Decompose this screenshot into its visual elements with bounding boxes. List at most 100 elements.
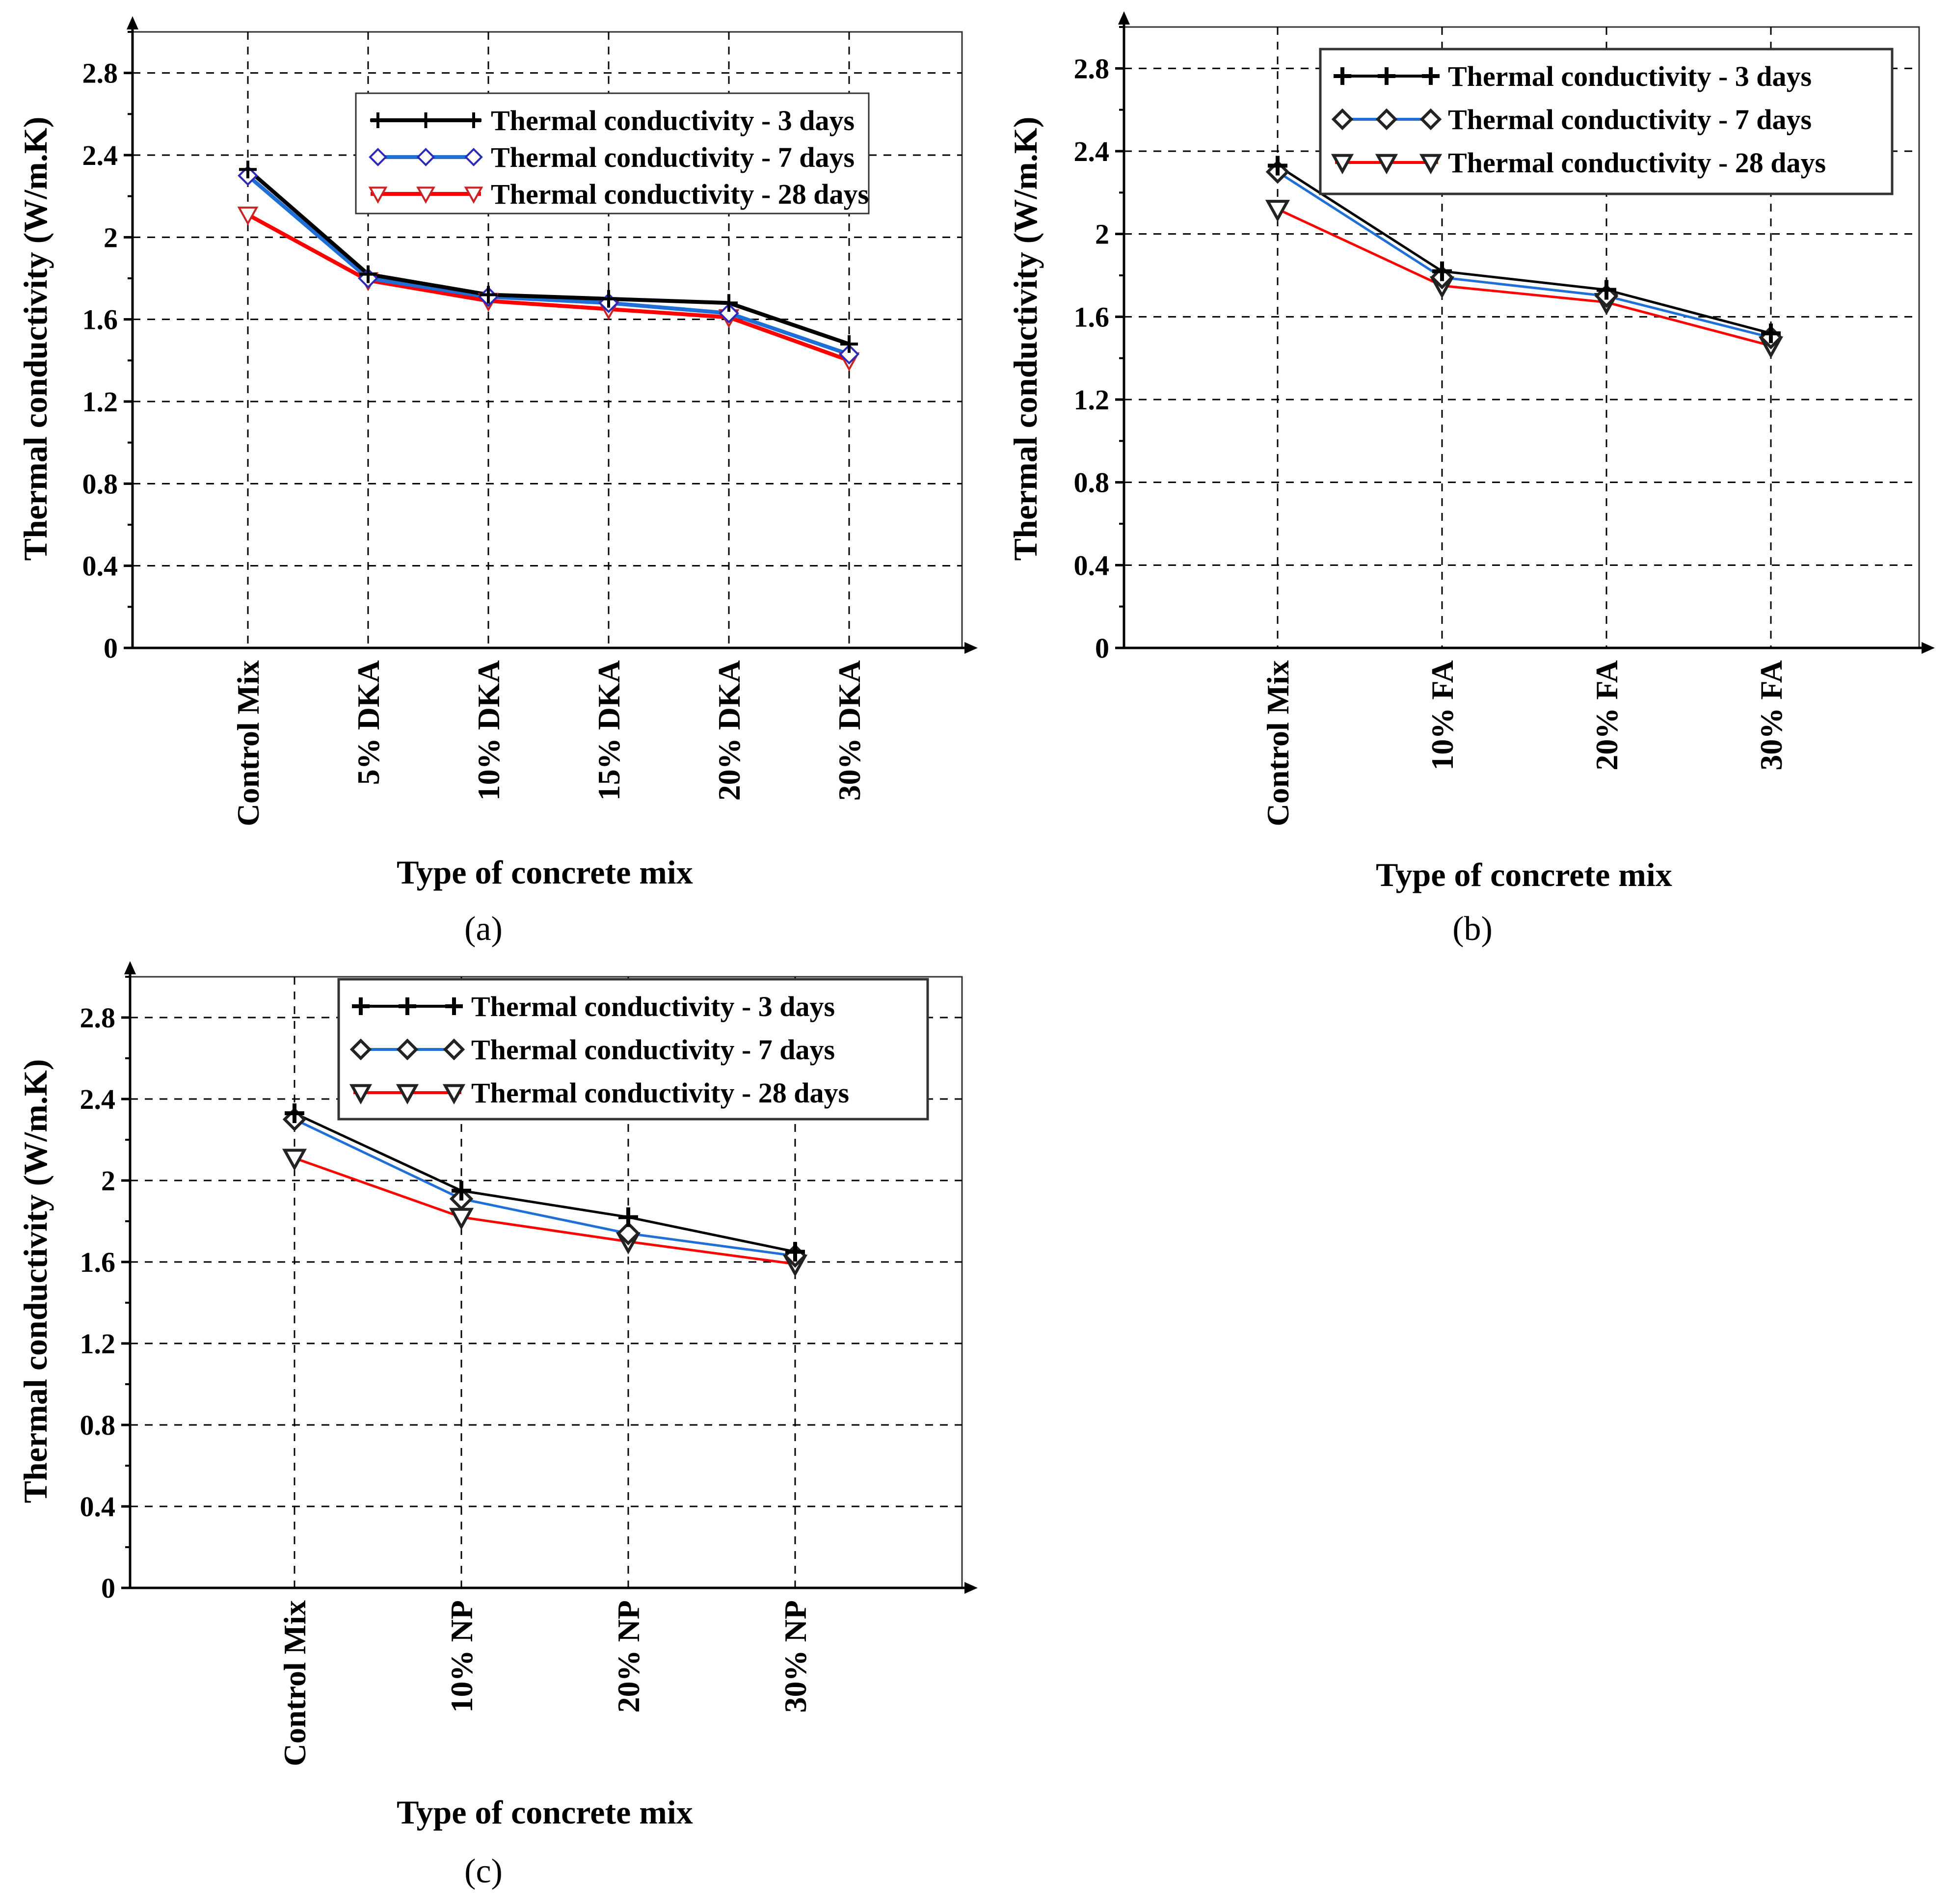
series-line-days3: [1277, 164, 1771, 335]
series-line-days7: [1277, 171, 1771, 339]
x-category-label: 5% DKA: [351, 660, 386, 785]
legend-item-days28: Thermal conductivity - 28 days: [349, 1077, 849, 1109]
series-line-days28: [294, 1156, 796, 1265]
data-point-days3: [452, 1180, 471, 1201]
legend-item-days28: Thermal conductivity - 28 days: [368, 178, 869, 210]
chart-panel-2: 0 0.4 0.8 1.2 1.6 2 2.4 2.8 Control Mix 10% FA 20%…: [1007, 11, 1935, 948]
x-axis-arrow: [964, 642, 978, 654]
y-tick-label: 0.8: [1074, 467, 1110, 499]
legend-item-days7: Thermal conductivity - 7 days: [349, 1034, 835, 1066]
x-category-label: 15% DKA: [591, 660, 626, 801]
y-tick-label: 1.6: [80, 1246, 116, 1278]
data-point-days3: [785, 1242, 805, 1262]
y-tick-label: 0: [104, 632, 118, 664]
y-axis-title: Thermal conductivity (W/m.K): [17, 1059, 54, 1503]
series-line-days28: [1277, 208, 1771, 347]
y-tick-label: 0.8: [82, 468, 118, 500]
legend: Thermal conductivity - 3 days Thermal con…: [355, 92, 870, 215]
legend-label: Thermal conductivity - 3 days: [491, 105, 855, 136]
x-category-label: 10% NP: [444, 1600, 479, 1713]
y-tick-label: 0.8: [80, 1409, 116, 1441]
legend-label: Thermal conductivity - 7 days: [491, 141, 855, 173]
y-tick-label: 2.8: [1074, 53, 1110, 84]
x-category-label: 20% FA: [1589, 660, 1624, 771]
x-category-label: Control Mix: [231, 660, 266, 826]
legend-label: Thermal conductivity - 28 days: [471, 1077, 849, 1109]
legend-item-days7: Thermal conductivity - 7 days: [369, 141, 855, 173]
legend-label: Thermal conductivity - 7 days: [1448, 104, 1812, 135]
data-point-days3: [359, 265, 377, 283]
series-line-days7: [294, 1118, 796, 1258]
y-tick-label: 2.4: [82, 139, 118, 171]
legend-box: [1319, 48, 1894, 195]
y-tick-label: 2.8: [80, 1002, 116, 1034]
series-line-days3: [246, 168, 850, 346]
legend-item-days3: Thermal conductivity - 3 days: [1334, 60, 1812, 92]
y-tick-label: 1.2: [82, 386, 118, 418]
data-point-days7: [839, 344, 859, 365]
panel-label: (b): [1452, 910, 1493, 948]
data-point-days3: [840, 335, 858, 353]
x-category-label: 20% DKA: [712, 660, 747, 801]
x-category-label: 10% DKA: [471, 660, 506, 801]
data-point-days3: [720, 294, 738, 312]
y-axis-arrow: [1118, 11, 1130, 25]
y-tick-label: 0.4: [1074, 549, 1110, 581]
data-point-days7: [719, 303, 739, 323]
x-category-label: Control Mix: [1260, 660, 1295, 826]
y-tick-label: 1.6: [1074, 301, 1110, 333]
y-tick-label: 2: [101, 1165, 115, 1197]
y-tick-label: 2.4: [1074, 135, 1110, 167]
series-line-days3: [294, 1112, 796, 1253]
legend: Thermal conductivity - 3 days Thermal con…: [1319, 48, 1894, 195]
legend-item-days3: Thermal conductivity - 3 days: [352, 991, 835, 1022]
data-point-days28: [282, 1149, 307, 1171]
y-tick-label: 0: [101, 1572, 115, 1604]
y-tick-label: 1.2: [80, 1328, 116, 1360]
data-point-days3: [1761, 323, 1781, 344]
data-point-days3: [618, 1207, 638, 1227]
y-tick-label: 1.6: [82, 304, 118, 336]
data-point-days3: [1432, 261, 1452, 281]
chart-panel-1: 0 0.4 0.8 1.2 1.6 2 2.4 2.8 Control Mix 5% DKA 10%…: [17, 16, 978, 948]
x-axis-title: Type of concrete mix: [397, 1794, 693, 1831]
x-axis-arrow: [964, 1582, 978, 1594]
legend-label: Thermal conductivity - 28 days: [491, 178, 869, 210]
y-tick-label: 1.2: [1074, 384, 1110, 416]
data-point-days3: [480, 286, 497, 304]
data-point-days3: [239, 161, 257, 179]
data-point-days3: [1597, 280, 1616, 300]
y-axis-arrow: [124, 961, 136, 974]
panel-label: (c): [464, 1852, 503, 1890]
legend-label: Thermal conductivity - 28 days: [1448, 147, 1826, 179]
legend-label: Thermal conductivity - 3 days: [1448, 60, 1812, 92]
data-point-days7: [616, 1221, 641, 1246]
x-axis-arrow: [1922, 642, 1935, 654]
x-category-label: 30% FA: [1754, 660, 1789, 771]
legend-item-days7: Thermal conductivity - 7 days: [1331, 104, 1812, 135]
y-tick-label: 2.4: [80, 1083, 116, 1115]
x-category-label: 30% NP: [778, 1600, 813, 1713]
data-point-days3: [285, 1103, 304, 1124]
legend-item-days3: Thermal conductivity - 3 days: [370, 105, 855, 136]
y-tick-label: 2: [104, 221, 118, 253]
y-tick-label: 2: [1095, 218, 1109, 250]
x-category-label: Control Mix: [277, 1600, 312, 1766]
legend-label: Thermal conductivity - 3 days: [471, 991, 835, 1022]
y-axis-arrow: [127, 16, 138, 29]
panel-label: (a): [464, 910, 503, 948]
legend-label: Thermal conductivity - 7 days: [471, 1034, 835, 1066]
y-axis-title: Thermal conductivity (W/m.K): [1007, 117, 1044, 561]
y-axis-title: Thermal conductivity (W/m.K): [17, 117, 54, 561]
data-point-days3: [600, 290, 617, 308]
y-tick-label: 0.4: [82, 550, 118, 582]
x-axis-title: Type of concrete mix: [1376, 856, 1672, 893]
x-axis-title: Type of concrete mix: [397, 854, 693, 891]
data-point-days3: [1268, 156, 1287, 176]
legend: Thermal conductivity - 3 days Thermal con…: [337, 978, 929, 1121]
chart-panel-3: 0 0.4 0.8 1.2 1.6 2 2.4 2.8 Control Mix 10% NP 20%…: [17, 961, 978, 1890]
y-tick-label: 0: [1095, 632, 1109, 664]
series-line-days7: [246, 174, 850, 356]
x-category-label: 30% DKA: [832, 660, 867, 801]
